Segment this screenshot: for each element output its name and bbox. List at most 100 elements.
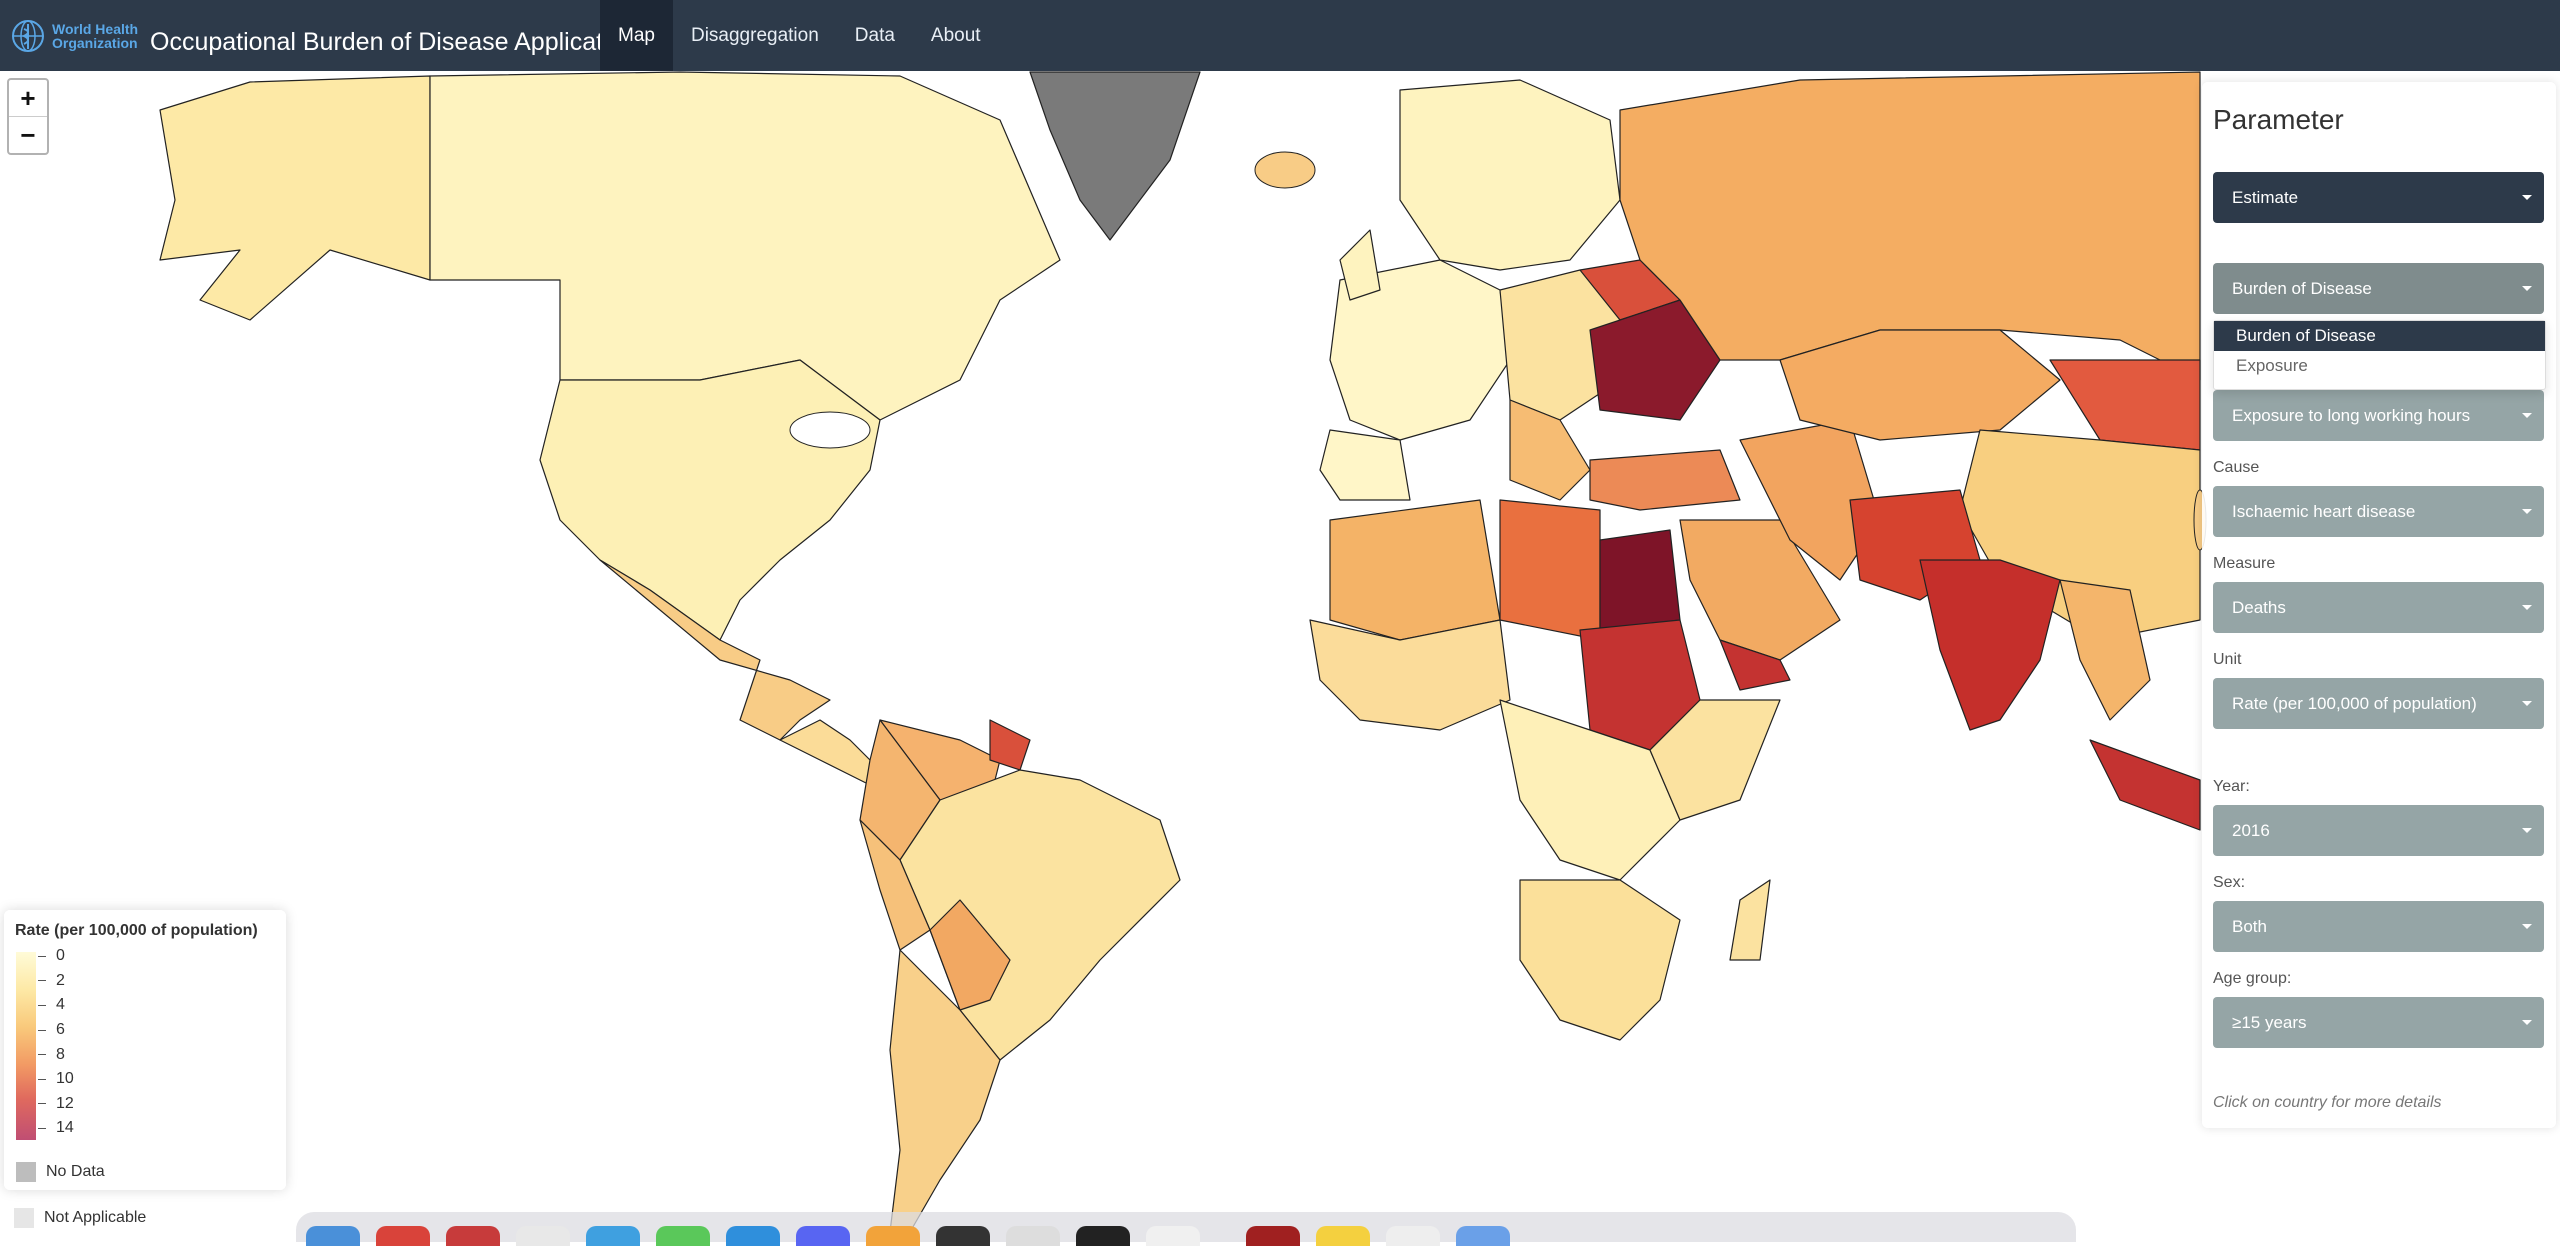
legend-tick: 12 [38,1092,74,1117]
legend-tick-label: 6 [56,1021,65,1039]
app-icon[interactable] [446,1226,500,1246]
country-indonesia [2089,739,2201,831]
zoom-out-button[interactable]: − [9,116,47,153]
country-peru [859,819,931,951]
country-libya [1499,499,1601,641]
caret-down-icon [2522,413,2532,418]
legend-title: Rate (per 100,000 of population) [15,922,258,939]
no-data-label: No Data [46,1163,105,1180]
sex-label: Sex: [2213,874,2246,891]
legend-tick: 4 [38,993,74,1018]
who-org-line1: World Health [52,21,139,37]
tab-about[interactable]: About [930,24,981,46]
year-select[interactable]: 2016 [2213,805,2544,856]
country-western-europe [1329,259,1511,441]
country-central-africa [1499,699,1681,881]
legend-tick: 14 [38,1116,74,1141]
app-icon[interactable] [656,1226,710,1246]
country-ukraine [1589,299,1721,421]
country-mongolia [2049,359,2201,451]
option-burden-of-disease[interactable]: Burden of Disease [2214,321,2545,351]
app-icon[interactable] [796,1226,850,1246]
island-iceland [1254,151,1316,189]
legend-tick-label: 8 [56,1045,65,1063]
app-icon[interactable] [586,1226,640,1246]
legend-ticks: 0 2 4 6 8 10 12 14 [38,944,74,1141]
map-legend: Rate (per 100,000 of population) 0 2 4 6… [4,910,286,1190]
app-icon[interactable] [1456,1226,1510,1246]
legend-color-scale [16,952,36,1140]
app-icon[interactable] [1246,1226,1300,1246]
who-emblem-icon [8,18,48,54]
app-title[interactable]: Occupational Burden of Disease Applicati… [150,28,637,56]
country-uk [1339,229,1381,301]
risk-factor-select-value: Exposure to long working hours [2232,405,2471,425]
risk-factor-select[interactable]: Exposure to long working hours [2213,390,2544,441]
app-icon[interactable] [866,1226,920,1246]
not-applicable-label: Not Applicable [44,1209,147,1226]
country-east-africa [1649,699,1781,821]
cause-select[interactable]: Ischaemic heart disease [2213,486,2544,537]
year-label: Year: [2213,778,2250,795]
country-canada [429,71,1061,421]
who-logo[interactable]: World Health Organization [8,18,138,54]
burden-type-select[interactable]: Burden of Disease [2213,263,2544,314]
os-dock [296,1212,2076,1246]
app-icon[interactable] [726,1226,780,1246]
country-southern-africa [1519,879,1681,1041]
country-argentina [889,949,1001,1232]
country-madagascar [1729,879,1771,961]
app-icon[interactable] [1386,1226,1440,1246]
sex-select[interactable]: Both [2213,901,2544,952]
legend-tick-label: 10 [56,1070,74,1088]
tab-map[interactable]: Map [600,0,673,71]
country-alaska [159,75,431,321]
who-org-name: World Health Organization [52,22,138,50]
cause-label: Cause [2213,459,2260,476]
app-icon[interactable] [1316,1226,1370,1246]
age-group-select[interactable]: ≥15 years [2213,997,2544,1048]
zoom-in-button[interactable]: + [20,82,36,113]
app-icon[interactable] [1006,1226,1060,1246]
app-icon[interactable] [376,1226,430,1246]
country-iberia [1319,429,1411,501]
zoom-control: + − [7,78,49,155]
unit-select-value: Rate (per 100,000 of population) [2232,693,2477,713]
measure-select[interactable]: Deaths [2213,582,2544,633]
choropleth-map[interactable] [0,71,2560,1232]
app-icon[interactable] [1076,1226,1130,1246]
tab-disaggregation[interactable]: Disaggregation [690,24,819,46]
not-applicable-swatch [14,1208,34,1228]
caret-down-icon [2522,195,2532,200]
measure-label: Measure [2213,555,2276,572]
caret-down-icon [2522,509,2532,514]
measure-select-value: Deaths [2232,597,2286,617]
app-icon[interactable] [1146,1226,1200,1246]
country-southeast-asia [2059,579,2151,721]
tab-data[interactable]: Data [854,24,895,46]
country-yemen [1719,639,1791,691]
caret-down-icon [2522,286,2532,291]
caret-down-icon [2522,701,2532,706]
legend-tick-label: 12 [56,1094,74,1112]
country-india [1919,559,2061,731]
cause-select-value: Ischaemic heart disease [2232,501,2416,521]
legend-tick: 2 [38,969,74,994]
estimate-select-value: Estimate [2232,187,2299,207]
app-icon[interactable] [936,1226,990,1246]
option-exposure[interactable]: Exposure [2236,356,2308,375]
country-kazakhstan [1779,329,2061,441]
age-group-select-value: ≥15 years [2232,1012,2307,1032]
estimate-select[interactable]: Estimate [2213,172,2544,223]
finder-icon[interactable] [306,1226,360,1246]
country-egypt [1599,529,1681,631]
caret-down-icon [2522,924,2532,929]
app-icon[interactable] [516,1226,570,1246]
legend-no-data: No Data [16,1162,105,1182]
top-navbar: World Health Organization Occupational B… [0,0,2560,71]
country-guyana [989,719,1031,771]
age-group-label: Age group: [2213,970,2292,987]
country-greenland [1029,71,1201,241]
parameter-panel: Parameter Estimate Burden of Disease Bur… [2202,82,2556,1128]
unit-select[interactable]: Rate (per 100,000 of population) [2213,678,2544,729]
